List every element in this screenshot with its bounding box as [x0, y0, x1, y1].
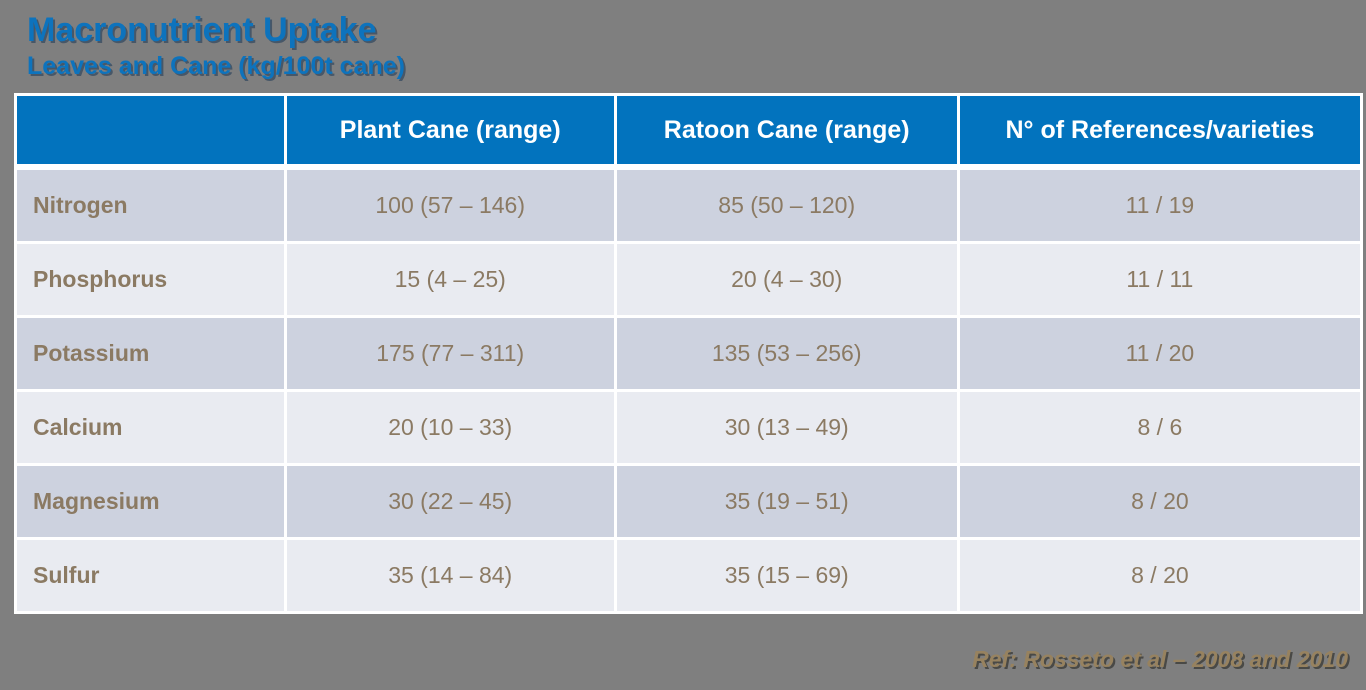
plant-cane-cell: 100 (57 – 146): [286, 170, 614, 241]
plant-cane-cell: 15 (4 – 25): [286, 244, 614, 315]
page-subtitle: Leaves and Cane (kg/100t cane): [27, 52, 405, 81]
ratoon-cane-cell: 35 (19 – 51): [616, 466, 957, 537]
references-cell: 11 / 19: [959, 170, 1360, 241]
title-block: Macronutrient Uptake Leaves and Cane (kg…: [27, 11, 405, 81]
reference-citation: Ref: Rosseto et al – 2008 and 2010: [972, 646, 1348, 672]
ratoon-cane-cell: 30 (13 – 49): [616, 392, 957, 463]
table-row-calcium: Calcium 20 (10 – 33) 30 (13 – 49) 8 / 6: [17, 392, 1360, 463]
references-cell: 8 / 6: [959, 392, 1360, 463]
table-row-sulfur: Sulfur 35 (14 – 84) 35 (15 – 69) 8 / 20: [17, 540, 1360, 611]
header-cell-ratoon-cane: Ratoon Cane (range): [616, 96, 957, 167]
plant-cane-cell: 20 (10 – 33): [286, 392, 614, 463]
references-cell: 11 / 20: [959, 318, 1360, 389]
nutrient-cell: Phosphorus: [17, 244, 284, 315]
nutrient-cell: Calcium: [17, 392, 284, 463]
page-title: Macronutrient Uptake: [27, 11, 377, 49]
nutrient-cell: Potassium: [17, 318, 284, 389]
nutrient-cell: Magnesium: [17, 466, 284, 537]
plant-cane-cell: 35 (14 – 84): [286, 540, 614, 611]
references-cell: 8 / 20: [959, 466, 1360, 537]
nutrient-cell: Sulfur: [17, 540, 284, 611]
ratoon-cane-cell: 85 (50 – 120): [616, 170, 957, 241]
plant-cane-cell: 30 (22 – 45): [286, 466, 614, 537]
references-cell: 8 / 20: [959, 540, 1360, 611]
ratoon-cane-cell: 35 (15 – 69): [616, 540, 957, 611]
plant-cane-cell: 175 (77 – 311): [286, 318, 614, 389]
nutrient-table-container: Plant Cane (range) Ratoon Cane (range) N…: [14, 93, 1363, 614]
table-row-phosphorus: Phosphorus 15 (4 – 25) 20 (4 – 30) 11 / …: [17, 244, 1360, 315]
references-cell: 11 / 11: [959, 244, 1360, 315]
header-cell-plant-cane: Plant Cane (range): [286, 96, 614, 167]
ratoon-cane-cell: 20 (4 – 30): [616, 244, 957, 315]
nutrient-uptake-table: Plant Cane (range) Ratoon Cane (range) N…: [14, 93, 1363, 614]
nutrient-cell: Nitrogen: [17, 170, 284, 241]
ratoon-cane-cell: 135 (53 – 256): [616, 318, 957, 389]
table-row-nitrogen: Nitrogen 100 (57 – 146) 85 (50 – 120) 11…: [17, 170, 1360, 241]
header-cell-references: N° of References/varieties: [959, 96, 1360, 167]
table-row-magnesium: Magnesium 30 (22 – 45) 35 (19 – 51) 8 / …: [17, 466, 1360, 537]
header-cell-empty: [17, 96, 284, 167]
table-row-potassium: Potassium 175 (77 – 311) 135 (53 – 256) …: [17, 318, 1360, 389]
table-header-row: Plant Cane (range) Ratoon Cane (range) N…: [17, 96, 1360, 167]
